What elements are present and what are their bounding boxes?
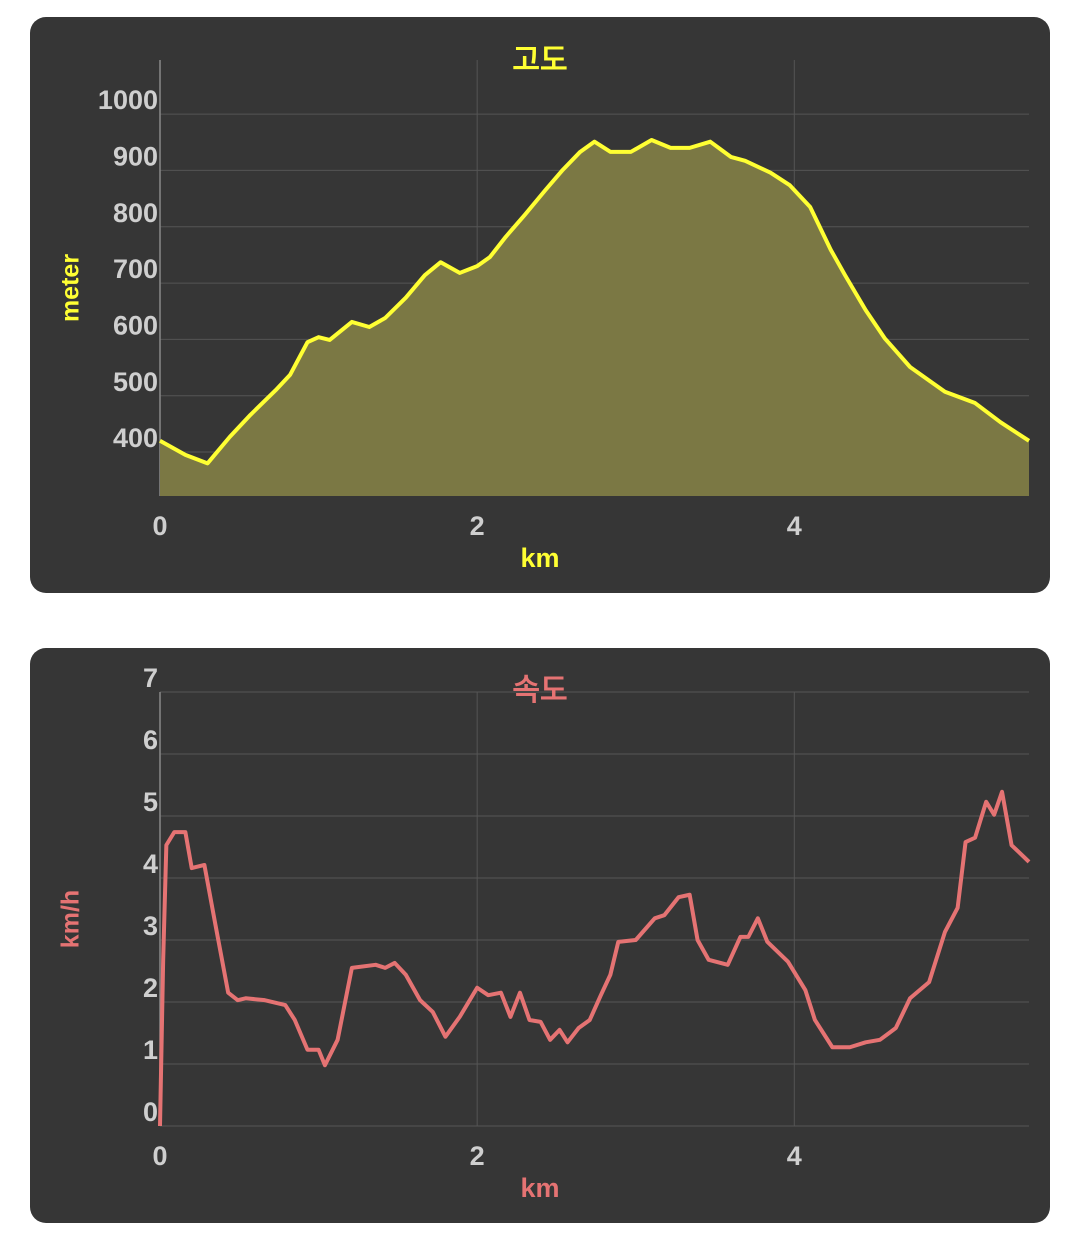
y-tick-label: 1 xyxy=(143,1035,158,1065)
y-tick-label: 500 xyxy=(113,367,158,397)
x-tick-label: 0 xyxy=(152,1141,167,1171)
y-tick-label: 400 xyxy=(113,423,158,453)
line xyxy=(159,137,1031,466)
y-tick-label: 7 xyxy=(143,663,158,693)
y-tick-label: 600 xyxy=(113,311,158,341)
line xyxy=(158,789,1031,1127)
y-tick-label: 4 xyxy=(143,849,158,879)
panel xyxy=(30,648,1050,1223)
area xyxy=(160,139,1029,496)
y-tick-label: 800 xyxy=(113,198,158,228)
chart-title: 고도 xyxy=(512,44,567,77)
chart-title: 속도 xyxy=(512,674,567,707)
y-tick-label: 700 xyxy=(113,254,158,284)
y-tick-label: 1000 xyxy=(98,85,158,115)
x-tick-label: 2 xyxy=(470,511,485,541)
x-tick-label: 2 xyxy=(470,1141,485,1171)
y-tick-label: 2 xyxy=(143,973,158,1003)
y-tick-label: 0 xyxy=(143,1097,158,1127)
x-tick-label: 0 xyxy=(152,511,167,541)
y-tick-label: 3 xyxy=(143,911,158,941)
y-tick-label: 6 xyxy=(143,725,158,755)
x-axis-label: km xyxy=(520,543,559,573)
y-tick-label: 5 xyxy=(143,787,158,817)
x-axis-label: km xyxy=(520,1173,559,1203)
y-axis-label: meter xyxy=(57,254,85,322)
x-tick-label: 4 xyxy=(787,1141,802,1171)
y-tick-label: 900 xyxy=(113,142,158,172)
y-axis-label: km/h xyxy=(57,890,85,948)
x-tick-label: 4 xyxy=(787,511,802,541)
